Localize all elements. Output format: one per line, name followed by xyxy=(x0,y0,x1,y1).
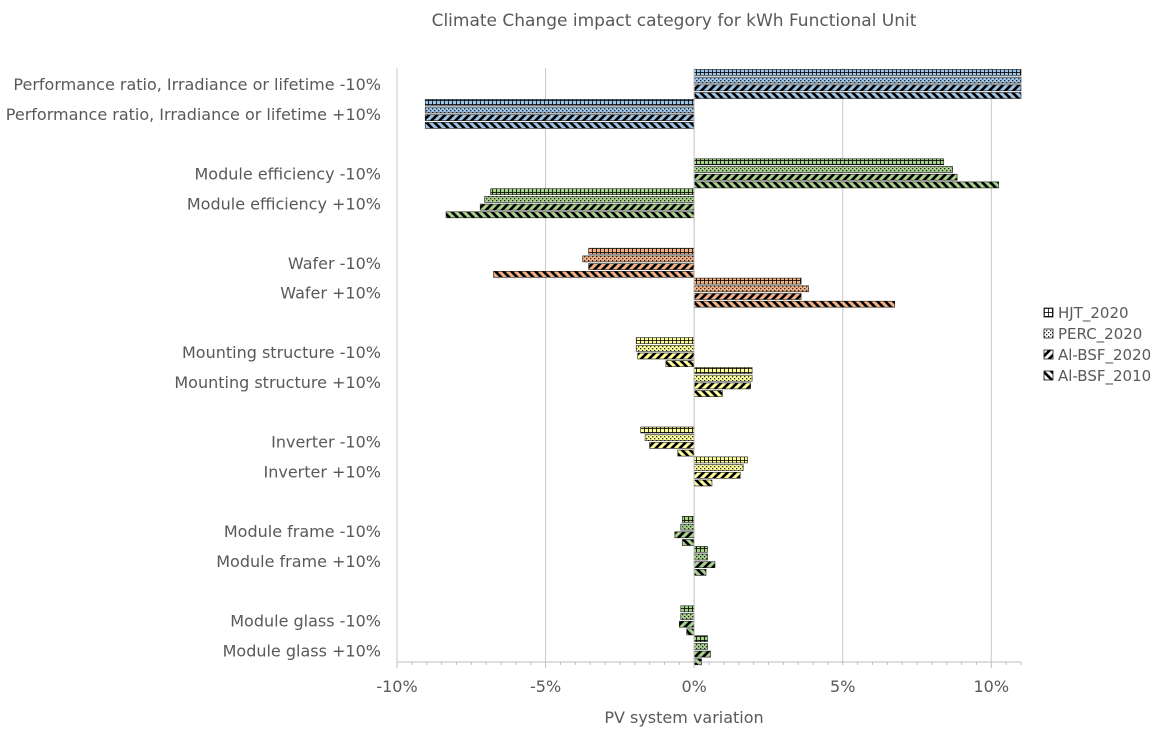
bar-al-bsf-2010 xyxy=(693,569,707,576)
category-label: Performance ratio, Irradiance or lifetim… xyxy=(6,105,381,124)
bar-al-bsf-2010 xyxy=(424,122,695,129)
bar-al-bsf-2010 xyxy=(686,628,695,636)
bar-hjt-2020 xyxy=(588,247,695,255)
category-label: Module efficiency -10% xyxy=(195,164,382,183)
x-tick-label: -10% xyxy=(376,677,417,696)
bar-al-bsf-2010 xyxy=(693,479,713,487)
bar-al-bsf-2010 xyxy=(445,211,695,219)
bar-al-bsf-2020 xyxy=(588,263,695,270)
bar-perc-2020 xyxy=(693,553,708,561)
bar-al-bsf-2010 xyxy=(677,449,695,457)
bar-al-bsf-2020 xyxy=(693,293,802,300)
bar-perc-2020 xyxy=(693,285,809,293)
category-label: Module frame +10% xyxy=(216,552,381,571)
x-tick-label: 5% xyxy=(830,677,855,696)
bar-al-bsf-2010 xyxy=(693,181,1000,189)
bar-al-bsf-2020 xyxy=(693,471,741,479)
x-axis-title: PV system variation xyxy=(604,708,763,727)
bar-perc-2020 xyxy=(693,166,953,173)
bar-hjt-2020 xyxy=(424,99,695,106)
bar-al-bsf-2020 xyxy=(479,203,695,211)
category-label: Mounting structure -10% xyxy=(182,343,381,362)
category-label: Performance ratio, Irradiance or lifetim… xyxy=(13,75,381,94)
bar-hjt-2020 xyxy=(693,635,708,643)
category-label: Mounting structure +10% xyxy=(174,373,381,392)
bar-perc-2020 xyxy=(693,643,708,650)
bar-hjt-2020 xyxy=(693,367,753,374)
bar-al-bsf-2020 xyxy=(637,352,695,360)
bar-al-bsf-2020 xyxy=(649,442,695,449)
bar-perc-2020 xyxy=(582,255,695,263)
legend-swatch xyxy=(1043,328,1054,339)
category-label: Module glass +10% xyxy=(223,641,381,660)
category-label: Module frame -10% xyxy=(224,522,381,541)
legend-swatch xyxy=(1043,370,1054,381)
bar-al-bsf-2020 xyxy=(693,84,1022,92)
bar-perc-2020 xyxy=(635,344,695,352)
bar-hjt-2020 xyxy=(635,337,695,344)
category-label: Wafer -10% xyxy=(288,254,381,273)
bar-hjt-2020 xyxy=(693,277,802,285)
bar-al-bsf-2010 xyxy=(693,300,896,308)
bar-hjt-2020 xyxy=(490,188,695,195)
bar-perc-2020 xyxy=(424,106,695,114)
bar-al-bsf-2010 xyxy=(681,539,695,546)
bar-hjt-2020 xyxy=(693,158,945,166)
bar-hjt-2020 xyxy=(640,426,695,434)
bar-al-bsf-2010 xyxy=(693,92,1022,99)
bar-hjt-2020 xyxy=(680,605,695,613)
category-label: Module glass -10% xyxy=(230,611,381,630)
category-label: Module efficiency +10% xyxy=(187,194,381,213)
bar-hjt-2020 xyxy=(693,69,1022,76)
bar-al-bsf-2010 xyxy=(493,270,695,278)
category-label: Wafer +10% xyxy=(280,284,381,303)
category-label: Inverter +10% xyxy=(264,463,382,482)
bar-al-bsf-2020 xyxy=(674,531,695,539)
bar-perc-2020 xyxy=(693,76,1022,84)
bar-al-bsf-2020 xyxy=(693,650,711,658)
legend-label: HJT_2020 xyxy=(1058,304,1129,323)
legend-label: Al-BSF_2020 xyxy=(1058,346,1151,365)
bar-hjt-2020 xyxy=(681,516,695,523)
legend-label: Al-BSF_2010 xyxy=(1058,367,1151,386)
bar-perc-2020 xyxy=(693,464,744,471)
bar-al-bsf-2010 xyxy=(693,390,723,397)
legend-swatch xyxy=(1043,349,1054,360)
bar-perc-2020 xyxy=(680,523,695,531)
legend-swatch xyxy=(1043,307,1054,318)
bar-al-bsf-2020 xyxy=(424,114,695,121)
bar-al-bsf-2010 xyxy=(665,360,695,368)
x-tick-label: -5% xyxy=(530,677,561,696)
chart-title: Climate Change impact category for kWh F… xyxy=(432,11,917,31)
x-tick-label: 0% xyxy=(681,677,706,696)
bar-hjt-2020 xyxy=(693,545,708,553)
category-label: Inverter -10% xyxy=(271,433,381,452)
bar-perc-2020 xyxy=(680,613,695,620)
bar-al-bsf-2020 xyxy=(693,382,751,390)
bar-al-bsf-2020 xyxy=(678,620,695,628)
bar-perc-2020 xyxy=(484,196,695,203)
bar-al-bsf-2020 xyxy=(693,561,716,569)
legend-label: PERC_2020 xyxy=(1058,325,1142,344)
bar-perc-2020 xyxy=(644,434,695,442)
legend: HJT_2020 PERC_2020 Al-BSF_2020 Al-BSF_2010 xyxy=(1043,304,1151,386)
bar-hjt-2020 xyxy=(693,456,748,464)
bar-perc-2020 xyxy=(693,374,753,382)
x-tick-label: 10% xyxy=(974,677,1010,696)
bar-al-bsf-2020 xyxy=(693,173,958,181)
